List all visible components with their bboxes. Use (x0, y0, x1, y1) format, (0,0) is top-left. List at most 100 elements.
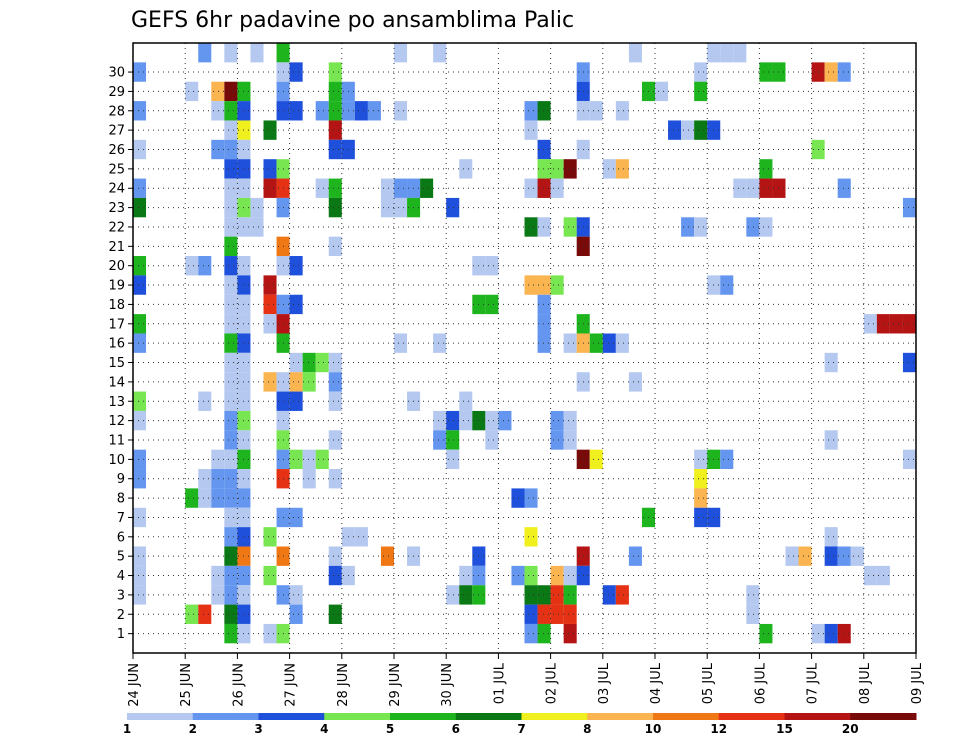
cell-140 (302, 372, 316, 392)
cell-226 (537, 217, 551, 237)
cell-235 (550, 178, 564, 198)
cell-35 (224, 43, 238, 63)
cell-56 (224, 469, 238, 489)
cell-194 (459, 391, 473, 411)
y-tick-label-4: 4 (117, 569, 125, 584)
cell-40 (224, 159, 238, 179)
cell-269 (615, 101, 629, 121)
cell-305 (759, 159, 773, 179)
cell-96 (263, 120, 277, 140)
colorbar-label-5: 5 (386, 722, 394, 736)
cell-4 (133, 197, 147, 218)
cell-32 (211, 488, 225, 508)
cell-306 (759, 178, 773, 198)
y-tick-label-21: 21 (108, 240, 125, 255)
cell-49 (224, 333, 238, 353)
cell-136 (289, 507, 303, 528)
cell-172 (380, 197, 394, 218)
cell-1 (133, 101, 147, 121)
cell-326 (850, 546, 864, 566)
cell-228 (537, 294, 551, 315)
cell-196 (459, 565, 473, 586)
cell-207 (485, 430, 499, 450)
cell-301 (746, 217, 760, 237)
x-tick-label-5: 29 JUN (388, 663, 403, 707)
colorbar-swatch-9 (653, 713, 720, 720)
cell-156 (328, 372, 342, 392)
cell-297 (720, 449, 734, 470)
cell-218 (524, 565, 538, 586)
cell-191 (446, 449, 460, 470)
cell-240 (550, 585, 564, 605)
cell-11 (133, 449, 147, 470)
y-tick-label-24: 24 (108, 182, 125, 197)
cell-36 (224, 81, 238, 102)
colorbar-swatch-4 (324, 713, 391, 720)
cell-176 (394, 178, 408, 198)
y-tick-label-18: 18 (108, 298, 125, 313)
cell-139 (302, 352, 316, 373)
x-tick-label-12: 06 JUL (753, 662, 768, 704)
cell-190 (446, 430, 460, 450)
cell-264 (589, 333, 603, 353)
y-tick-label-19: 19 (108, 279, 125, 294)
cell-197 (459, 585, 473, 605)
cell-327 (863, 314, 877, 334)
cell-288 (694, 488, 708, 508)
cell-210 (511, 565, 525, 586)
cell-14 (133, 546, 147, 566)
cell-300 (746, 178, 760, 198)
cell-193 (459, 159, 473, 179)
cell-105 (263, 623, 277, 644)
grid-layer (133, 43, 917, 653)
cell-10 (133, 410, 147, 431)
cell-274 (628, 372, 642, 392)
y-tick-label-11: 11 (108, 433, 125, 448)
cell-246 (563, 430, 577, 450)
colorbar-label-2: 2 (189, 722, 197, 736)
cell-60 (224, 546, 238, 566)
cell-5 (133, 256, 147, 276)
cell-141 (302, 449, 316, 470)
x-tick-label-8: 02 JUL (545, 662, 560, 704)
cell-144 (315, 178, 329, 198)
cell-299 (733, 178, 747, 198)
plot-frame (132, 42, 917, 654)
cell-227 (537, 275, 551, 295)
cell-249 (563, 604, 577, 624)
y-tick-label-29: 29 (108, 85, 125, 100)
cell-241 (550, 604, 564, 624)
cell-263 (589, 101, 603, 121)
y-tick-label-17: 17 (108, 317, 125, 332)
cell-282 (694, 62, 708, 82)
y-tick-label-15: 15 (108, 356, 125, 371)
cell-213 (524, 178, 538, 198)
y-tick-label-1: 1 (117, 627, 125, 642)
cell-101 (263, 314, 277, 334)
cell-13 (133, 507, 147, 528)
cell-131 (289, 294, 303, 315)
cell-283 (694, 81, 708, 102)
cell-184 (433, 43, 447, 63)
cell-214 (524, 217, 538, 237)
cell-206 (485, 410, 499, 431)
cell-209 (511, 488, 525, 508)
cell-93 (250, 43, 264, 63)
cell-169 (354, 101, 368, 121)
cell-316 (824, 62, 838, 82)
y-tick-label-27: 27 (108, 124, 125, 139)
cell-43 (224, 217, 238, 237)
cell-211 (524, 101, 538, 121)
cell-104 (263, 565, 277, 586)
x-tick-label-11: 05 JUL (701, 662, 716, 704)
cell-174 (394, 43, 408, 63)
cell-12 (133, 469, 147, 489)
cell-2 (133, 139, 147, 160)
cell-302 (746, 585, 760, 605)
cell-296 (720, 275, 734, 295)
cell-154 (328, 236, 342, 257)
colorbar-swatch-1 (127, 713, 194, 720)
chart-title: GEFS 6hr padavine po ansamblima Palic (131, 8, 574, 33)
cell-20 (185, 604, 199, 624)
cell-8 (133, 333, 147, 353)
